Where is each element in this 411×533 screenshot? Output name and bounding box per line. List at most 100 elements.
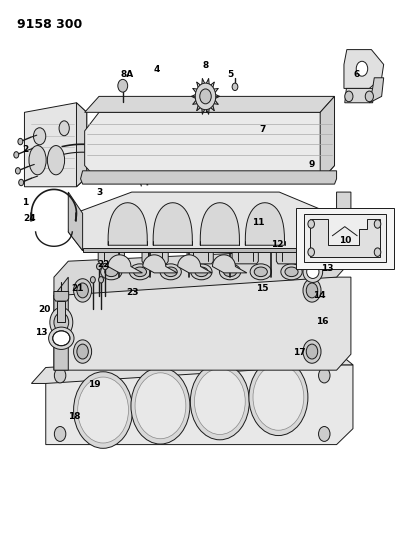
Circle shape: [77, 344, 88, 359]
Circle shape: [249, 359, 308, 435]
Ellipse shape: [101, 264, 122, 280]
Text: 5: 5: [227, 70, 233, 78]
Polygon shape: [57, 301, 65, 322]
Circle shape: [319, 368, 330, 383]
Polygon shape: [54, 292, 69, 301]
Polygon shape: [142, 252, 168, 264]
Polygon shape: [68, 192, 83, 251]
Circle shape: [54, 313, 69, 332]
Polygon shape: [245, 203, 284, 245]
Text: 9158 300: 9158 300: [17, 18, 82, 31]
Polygon shape: [68, 192, 351, 251]
Polygon shape: [345, 88, 374, 103]
Polygon shape: [369, 78, 384, 103]
Polygon shape: [98, 252, 125, 264]
Text: 2: 2: [22, 145, 28, 154]
Polygon shape: [24, 103, 87, 187]
Ellipse shape: [307, 265, 319, 278]
Circle shape: [90, 277, 95, 283]
Text: 13: 13: [321, 264, 334, 273]
Circle shape: [303, 279, 321, 302]
Ellipse shape: [281, 264, 302, 280]
Text: 17: 17: [293, 348, 306, 357]
Circle shape: [365, 91, 374, 102]
Circle shape: [74, 279, 92, 302]
Text: 22: 22: [98, 260, 110, 269]
Polygon shape: [153, 203, 192, 245]
Polygon shape: [178, 255, 212, 273]
Text: 20: 20: [39, 304, 51, 313]
Polygon shape: [212, 255, 247, 273]
Ellipse shape: [356, 61, 368, 76]
Ellipse shape: [53, 331, 70, 346]
Circle shape: [200, 89, 211, 104]
Text: 15: 15: [256, 284, 268, 293]
Ellipse shape: [254, 267, 267, 277]
Circle shape: [374, 220, 381, 228]
Circle shape: [267, 236, 275, 246]
Circle shape: [78, 377, 129, 443]
Ellipse shape: [250, 264, 271, 280]
Circle shape: [319, 426, 330, 441]
Ellipse shape: [219, 264, 241, 280]
Circle shape: [99, 277, 104, 283]
Text: 9: 9: [309, 160, 315, 169]
Polygon shape: [320, 96, 335, 181]
Circle shape: [77, 283, 88, 298]
Polygon shape: [85, 96, 335, 112]
Ellipse shape: [164, 267, 177, 277]
Polygon shape: [54, 277, 68, 370]
Circle shape: [19, 179, 24, 185]
Polygon shape: [143, 255, 177, 273]
Text: 23: 23: [126, 287, 139, 296]
Ellipse shape: [105, 267, 118, 277]
Text: 21: 21: [72, 284, 84, 293]
Circle shape: [308, 248, 314, 256]
Circle shape: [131, 368, 190, 444]
Polygon shape: [232, 252, 259, 264]
Circle shape: [118, 79, 128, 92]
Circle shape: [374, 248, 381, 256]
Circle shape: [303, 340, 321, 364]
Polygon shape: [187, 252, 213, 264]
Circle shape: [14, 152, 19, 158]
Circle shape: [194, 368, 245, 434]
Text: 1: 1: [22, 198, 28, 207]
Ellipse shape: [195, 267, 208, 277]
Ellipse shape: [33, 128, 46, 145]
Text: 24: 24: [23, 214, 36, 223]
Polygon shape: [83, 248, 337, 252]
Circle shape: [308, 220, 314, 228]
Polygon shape: [304, 214, 386, 262]
Circle shape: [54, 368, 66, 383]
Ellipse shape: [191, 264, 212, 280]
Ellipse shape: [47, 146, 65, 175]
Ellipse shape: [285, 267, 298, 277]
Text: 12: 12: [271, 240, 284, 249]
Text: 8A: 8A: [120, 70, 134, 78]
Text: 18: 18: [68, 412, 81, 421]
Ellipse shape: [224, 267, 237, 277]
Polygon shape: [310, 219, 380, 257]
Circle shape: [146, 236, 154, 246]
Polygon shape: [200, 203, 240, 245]
Circle shape: [253, 365, 304, 430]
Ellipse shape: [160, 264, 181, 280]
Circle shape: [103, 263, 108, 270]
Circle shape: [306, 283, 318, 298]
Text: 11: 11: [252, 219, 265, 228]
Polygon shape: [54, 248, 351, 296]
Circle shape: [195, 83, 216, 110]
Text: 19: 19: [88, 380, 100, 389]
Polygon shape: [85, 112, 335, 181]
Polygon shape: [337, 192, 351, 251]
Ellipse shape: [48, 327, 74, 350]
Polygon shape: [108, 203, 147, 245]
Circle shape: [345, 91, 353, 102]
Text: 6: 6: [354, 70, 360, 78]
Circle shape: [18, 139, 23, 145]
Circle shape: [185, 236, 193, 246]
Text: 3: 3: [96, 188, 102, 197]
Text: 7: 7: [260, 125, 266, 134]
Circle shape: [54, 426, 66, 441]
